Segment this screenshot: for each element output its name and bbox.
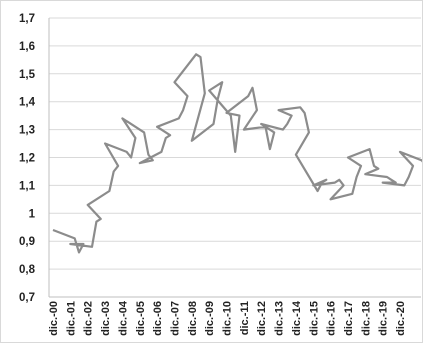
- y-tick-label: 1,6: [19, 41, 35, 53]
- x-tick-label: dic.-07: [169, 301, 181, 336]
- x-tick-label: dic.-17: [343, 301, 355, 336]
- axes: [48, 18, 421, 298]
- x-tick-label: dic.-10: [222, 301, 234, 336]
- x-tick-label: dic.-08: [187, 301, 199, 336]
- x-tick-label: dic.-05: [135, 301, 147, 336]
- x-tick-label: dic.-06: [152, 301, 164, 336]
- y-tick-label: 1,1: [19, 180, 36, 192]
- y-tick-label: 1,2: [19, 153, 35, 165]
- y-tick-label: 1,4: [19, 97, 36, 109]
- x-tick-label: dic.-16: [326, 301, 338, 336]
- x-axis-tick-labels: dic.-00 dic.-01 dic.-02 dic.-03 dic.-04 dic.-…: [48, 300, 407, 336]
- x-tick-label: dic.-19: [378, 301, 390, 336]
- y-tick-label: 0,7: [19, 292, 35, 304]
- y-tick-label: 0,9: [19, 236, 35, 248]
- x-tick-label: dic.-11: [239, 301, 251, 335]
- x-tick-label: dic.-18: [360, 301, 372, 336]
- x-tick-label: dic.-02: [83, 301, 95, 336]
- x-tick-label: dic.-01: [65, 301, 77, 336]
- x-tick-label: dic.-03: [100, 301, 112, 336]
- y-tick-label: 1: [29, 208, 36, 220]
- x-tick-label: dic.-04: [117, 300, 129, 336]
- x-tick-label: dic.-20: [395, 301, 407, 336]
- series-layer: [52, 53, 422, 254]
- x-tick-label: dic.-12: [256, 301, 268, 336]
- series-line: [52, 53, 422, 254]
- x-tick-label: dic.-15: [308, 301, 320, 336]
- y-tick-label: 1,3: [19, 125, 35, 137]
- y-tick-label: 1,7: [19, 13, 35, 25]
- y-tick-label: 1,5: [19, 69, 36, 81]
- x-tick-label: dic.-09: [204, 301, 216, 336]
- x-tick-label: dic.-13: [274, 301, 286, 336]
- x-tick-label: dic.-14: [291, 300, 303, 336]
- y-axis-tick-labels: 0,7 0,8 0,9 1 1,1 1,2 1,3 1,4 1,5 1,6 1,7: [19, 13, 36, 304]
- x-tick-label: dic.-00: [48, 301, 60, 336]
- y-tick-label: 0,8: [19, 264, 36, 276]
